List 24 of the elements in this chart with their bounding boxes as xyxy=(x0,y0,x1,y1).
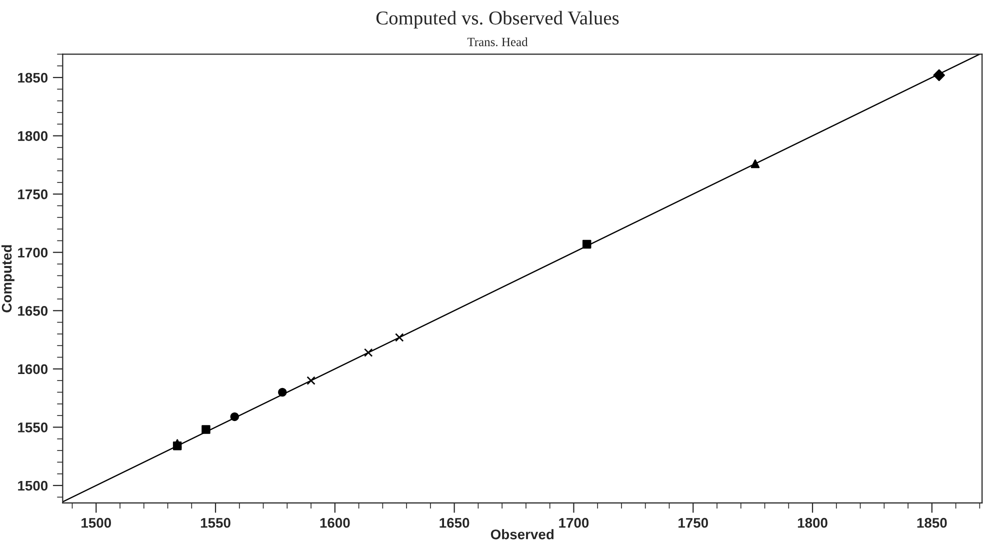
y-tick-label: 1700 xyxy=(18,248,48,258)
y-tick-label: 1750 xyxy=(18,189,48,200)
x-tick-label: 1650 xyxy=(440,518,470,528)
x-tick-label: 1850 xyxy=(917,518,947,528)
y-tick-label: 1550 xyxy=(18,422,48,432)
point xyxy=(395,333,404,342)
y-tick-label: 1800 xyxy=(18,131,48,141)
x-axis-title: Observed xyxy=(490,529,554,540)
point xyxy=(306,376,316,385)
point xyxy=(364,348,373,357)
y-tick-label: 1650 xyxy=(18,306,48,316)
y-tick-label: 1850 xyxy=(18,72,48,83)
chart-subtitle: Trans. Head xyxy=(467,37,528,46)
y-tick-label: 1500 xyxy=(18,480,48,491)
x-tick-label: 1750 xyxy=(678,518,708,528)
x-tick-label: 1500 xyxy=(82,518,111,528)
point xyxy=(202,425,210,434)
x-tick-label: 1600 xyxy=(320,518,350,528)
x-tick-label: 1700 xyxy=(559,518,589,528)
x-tick-label: 1550 xyxy=(200,518,230,528)
y-axis-title: Computed xyxy=(1,245,14,312)
y-tick-label: 1600 xyxy=(18,364,48,374)
x-tick-label: 1800 xyxy=(798,518,828,528)
chart-title: Computed vs. Observed Values xyxy=(376,10,619,29)
